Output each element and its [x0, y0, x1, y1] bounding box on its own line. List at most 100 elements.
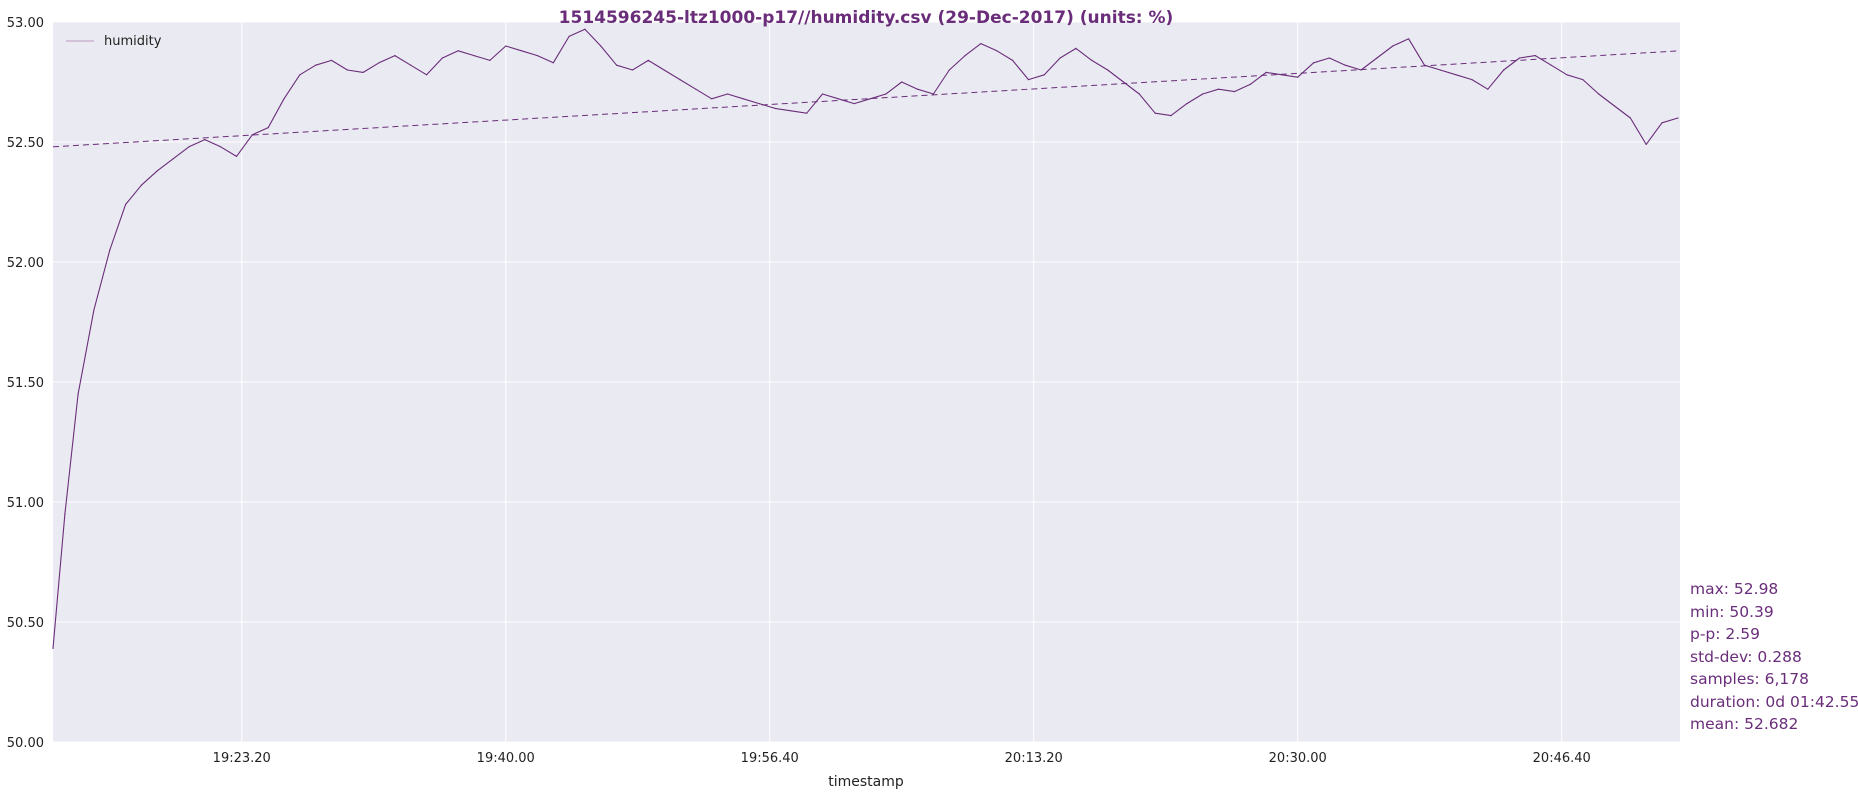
humidity-point: [251, 134, 253, 136]
humidity-point: [885, 93, 887, 95]
humidity-point: [1503, 69, 1505, 71]
humidity-point: [679, 79, 681, 81]
x-axis-label: timestamp: [828, 774, 904, 790]
humidity-point: [220, 146, 222, 148]
humidity-point: [980, 43, 982, 45]
humidity-point: [1328, 57, 1331, 59]
y-tick-label: 51.50: [7, 376, 44, 391]
humidity-point: [552, 62, 554, 64]
humidity-point: [536, 55, 539, 57]
humidity-point: [1170, 115, 1172, 117]
humidity-point: [140, 184, 143, 186]
stat-mean: mean: 52.682: [1690, 715, 1798, 733]
humidity-point: [346, 69, 348, 71]
humidity-point: [1027, 79, 1030, 81]
humidity-point: [1297, 76, 1299, 78]
humidity-point: [410, 64, 412, 66]
humidity-point: [821, 93, 824, 95]
humidity-point: [1344, 64, 1346, 66]
humidity-point: [1233, 91, 1235, 93]
humidity-point: [1376, 57, 1378, 59]
humidity-point: [806, 112, 808, 114]
y-tick-label: 53.00: [7, 16, 44, 31]
humidity-point: [330, 59, 333, 62]
humidity-point: [869, 98, 871, 100]
humidity-point: [1202, 93, 1204, 95]
humidity-point: [774, 107, 776, 109]
humidity-point: [996, 50, 998, 52]
humidity-point: [473, 55, 475, 57]
humidity-point: [1312, 62, 1315, 64]
humidity-point: [64, 513, 66, 515]
humidity-point: [568, 35, 570, 38]
stats-box: max: 52.98 min: 50.39 p-p: 2.59 std-dev:…: [1690, 580, 1858, 733]
humidity-point: [1186, 103, 1188, 105]
humidity-point: [1075, 47, 1077, 50]
humidity-point: [315, 64, 317, 66]
humidity-point: [425, 74, 428, 76]
humidity-point: [853, 103, 855, 105]
humidity-point: [441, 57, 443, 59]
humidity-point: [1487, 88, 1489, 90]
humidity-point: [916, 88, 919, 90]
stat-min: min: 50.39: [1690, 603, 1774, 621]
humidity-point: [1154, 112, 1156, 114]
grid-lines: [53, 21, 1680, 743]
humidity-point: [1598, 93, 1600, 95]
humidity-point: [362, 71, 364, 73]
humidity-point: [1138, 93, 1140, 95]
y-tick-label: 52.00: [7, 256, 44, 271]
humidity-point: [837, 98, 839, 100]
humidity-point: [204, 139, 206, 141]
x-tick-label: 19:40.00: [477, 751, 535, 766]
humidity-point: [600, 45, 602, 47]
humidity-point: [1059, 57, 1061, 59]
humidity-point: [1566, 74, 1568, 76]
chart-title: 1514596245-ltz1000-p17//humidity.csv (29…: [559, 8, 1174, 28]
humidity-point: [790, 110, 792, 112]
humidity-point: [584, 28, 586, 30]
y-tick-label: 52.50: [7, 136, 44, 151]
humidity-point: [124, 203, 127, 205]
humidity-point: [1677, 117, 1679, 119]
humidity-point: [1582, 79, 1584, 81]
humidity-point: [726, 93, 729, 95]
stat-samples: samples: 6,178: [1690, 670, 1809, 688]
stat-duration: duration: 0d 01:42.55: [1690, 693, 1858, 711]
axis-ticks: 50.00 50.50 51.00 51.50 52.00 52.50 53.00 19:23…: [7, 16, 1591, 766]
humidity-point: [109, 249, 111, 251]
humidity-point: [235, 155, 238, 157]
humidity-point: [711, 98, 713, 100]
humidity-point: [188, 146, 190, 148]
humidity-point: [631, 69, 634, 71]
humidity-point: [1645, 143, 1647, 145]
humidity-point: [520, 50, 523, 52]
humidity-series-line: [52, 28, 1679, 649]
humidity-point: [505, 45, 507, 47]
x-tick-label: 20:46.40: [1533, 751, 1591, 766]
legend: humidity: [66, 34, 162, 49]
humidity-point: [156, 170, 158, 172]
humidity-point: [52, 647, 54, 650]
humidity-point: [1012, 59, 1014, 62]
humidity-point: [901, 81, 903, 83]
stat-max: max: 52.98: [1690, 580, 1778, 598]
x-tick-label: 20:30.00: [1269, 751, 1327, 766]
humidity-point: [283, 98, 285, 100]
humidity-point: [394, 55, 396, 57]
humidity-point: [948, 69, 950, 71]
humidity-point: [93, 309, 95, 311]
x-tick-label: 20:13.20: [1005, 751, 1063, 766]
humidity-point: [1550, 64, 1552, 66]
humidity-point: [1471, 79, 1473, 81]
humidity-point: [1534, 55, 1536, 57]
humidity-point: [758, 103, 760, 105]
humidity-point: [1249, 83, 1251, 85]
humidity-point: [1265, 71, 1267, 73]
series-layer: [52, 28, 1681, 650]
x-tick-label: 19:23.20: [213, 751, 271, 766]
humidity-point: [1043, 74, 1045, 76]
humidity-point: [1613, 105, 1616, 107]
humidity-point: [1661, 122, 1663, 124]
